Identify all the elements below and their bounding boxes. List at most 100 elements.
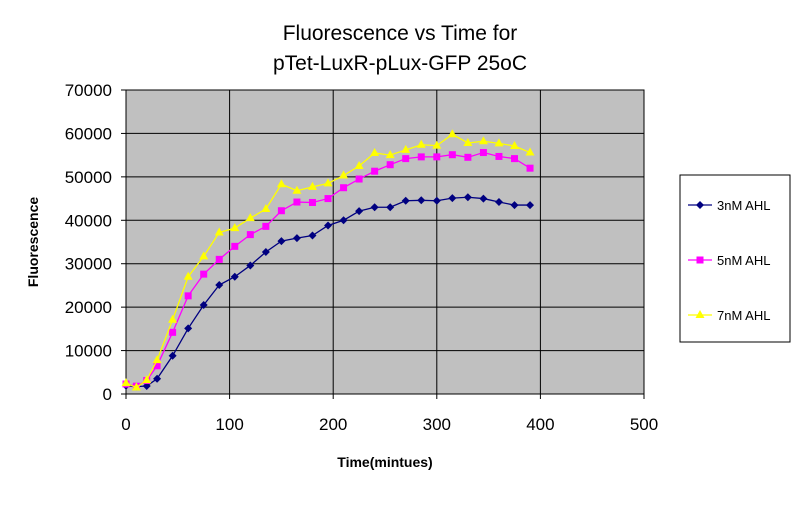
series-line xyxy=(125,133,531,389)
data-point xyxy=(199,251,209,260)
chart-title-line-1: Fluorescence vs Time for xyxy=(283,22,518,45)
legend-item: 7nM AHL xyxy=(688,308,770,323)
x-tick-label: 300 xyxy=(423,415,451,434)
legend-item: 5nM AHL xyxy=(688,253,770,268)
data-point xyxy=(447,129,457,138)
data-point xyxy=(494,138,504,147)
data-point xyxy=(339,216,348,225)
y-tick-label: 20000 xyxy=(65,298,112,317)
data-point xyxy=(214,227,224,236)
data-point xyxy=(168,314,178,323)
data-point xyxy=(230,223,240,232)
data-point xyxy=(324,221,333,230)
data-point xyxy=(245,213,255,222)
data-point xyxy=(510,141,519,150)
data-point xyxy=(142,375,152,384)
data-point xyxy=(324,195,332,203)
data-point xyxy=(215,280,224,289)
data-point xyxy=(184,292,192,300)
data-point xyxy=(153,362,161,370)
data-point xyxy=(510,201,519,210)
data-point xyxy=(293,198,301,206)
series-line xyxy=(125,151,531,387)
data-point xyxy=(526,201,535,210)
y-tick-label: 50000 xyxy=(65,168,112,187)
data-point xyxy=(386,203,395,212)
x-axis-label: Time(mintues) xyxy=(337,454,432,470)
data-point xyxy=(183,271,193,280)
x-tick-label: 100 xyxy=(215,415,243,434)
data-point xyxy=(168,351,177,360)
data-point xyxy=(354,161,364,169)
legend-marker xyxy=(696,201,704,209)
data-point xyxy=(277,207,285,215)
data-point xyxy=(386,161,394,169)
data-point xyxy=(494,198,503,207)
data-point xyxy=(200,270,208,278)
data-point xyxy=(199,300,208,309)
series-line xyxy=(125,196,531,388)
data-point xyxy=(478,136,488,145)
data-point xyxy=(463,137,473,146)
data-point xyxy=(246,261,255,270)
data-point xyxy=(479,194,488,203)
data-point xyxy=(448,151,456,159)
data-point xyxy=(246,231,254,239)
data-point xyxy=(121,378,131,387)
legend-item: 3nM AHL xyxy=(688,198,770,213)
data-point xyxy=(308,198,316,206)
data-point xyxy=(402,155,410,163)
data-point xyxy=(432,196,441,205)
data-point xyxy=(261,203,271,212)
data-point xyxy=(262,222,270,230)
data-point xyxy=(261,247,270,256)
data-point xyxy=(401,196,410,205)
legend-label: 7nM AHL xyxy=(717,308,770,323)
series-3nm-ahl xyxy=(122,193,535,391)
data-point xyxy=(231,242,239,250)
data-point xyxy=(355,207,364,216)
data-point xyxy=(432,140,442,149)
data-point xyxy=(463,193,472,202)
data-point xyxy=(526,164,534,172)
x-tick-label: 0 xyxy=(121,415,130,434)
data-point xyxy=(448,194,457,203)
x-tick-label: 200 xyxy=(319,415,347,434)
x-tick-label: 500 xyxy=(630,415,658,434)
legend-label: 5nM AHL xyxy=(717,253,770,268)
data-point xyxy=(385,150,395,159)
data-point xyxy=(292,185,302,194)
data-point xyxy=(153,374,162,383)
data-point xyxy=(340,184,348,192)
data-point xyxy=(152,355,162,364)
legend-label: 3nM AHL xyxy=(717,198,770,213)
y-tick-label: 70000 xyxy=(65,81,112,100)
data-point xyxy=(464,153,472,161)
legend-marker xyxy=(696,256,704,264)
data-point xyxy=(525,147,535,156)
series-5nm-ahl xyxy=(122,149,534,390)
legend: 3nM AHL 5nM AHL 7nM AHL xyxy=(679,174,791,343)
data-point xyxy=(339,170,349,179)
data-point xyxy=(215,255,223,263)
data-point xyxy=(307,181,317,190)
y-tick-label: 60000 xyxy=(65,124,112,143)
data-point xyxy=(479,149,487,157)
data-point xyxy=(417,153,425,161)
chart-title-line-2: pTet-LuxR-pLux-GFP 25oC xyxy=(273,52,527,75)
data-point xyxy=(184,324,193,333)
data-point xyxy=(230,272,239,281)
legend-marker xyxy=(695,310,705,318)
data-point xyxy=(277,237,286,246)
data-point xyxy=(370,203,379,212)
data-point xyxy=(370,147,380,156)
data-point xyxy=(323,178,333,187)
y-tick-label: 40000 xyxy=(65,211,112,230)
plot-area xyxy=(125,89,645,395)
data-point xyxy=(371,167,379,175)
data-point xyxy=(276,179,286,188)
data-point xyxy=(355,175,363,183)
data-point xyxy=(511,155,518,163)
